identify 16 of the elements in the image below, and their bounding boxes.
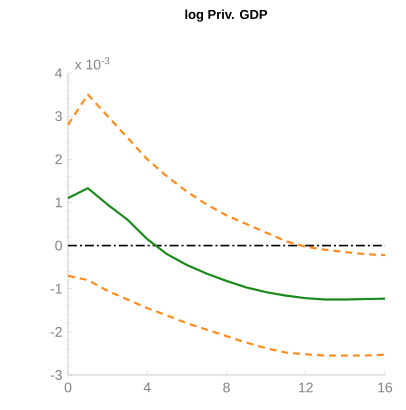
line-series — [66, 187, 386, 301]
y-tick-label: 3 — [55, 111, 62, 122]
x-tick-label: 12 — [299, 382, 313, 392]
x-tick-label: 0 — [64, 382, 72, 392]
y-tick-label: 4 — [55, 68, 62, 78]
text: x 10$^{-3}$ — [74, 57, 110, 70]
chart-title: log Priv. GDP — [185, 10, 268, 22]
x-tick-label: 16 — [378, 382, 392, 392]
y-tick-label: 1 — [56, 198, 62, 208]
y-tick-label: 2 — [55, 154, 62, 164]
y-tick-label: 0 — [55, 240, 62, 251]
x-tick-label: 8 — [223, 382, 230, 392]
y-tick-label: -3 — [50, 370, 62, 380]
y-tick-label: -1 — [50, 284, 62, 294]
y-tick-label: -2 — [50, 326, 62, 337]
x-tick-label: 4 — [144, 382, 151, 392]
